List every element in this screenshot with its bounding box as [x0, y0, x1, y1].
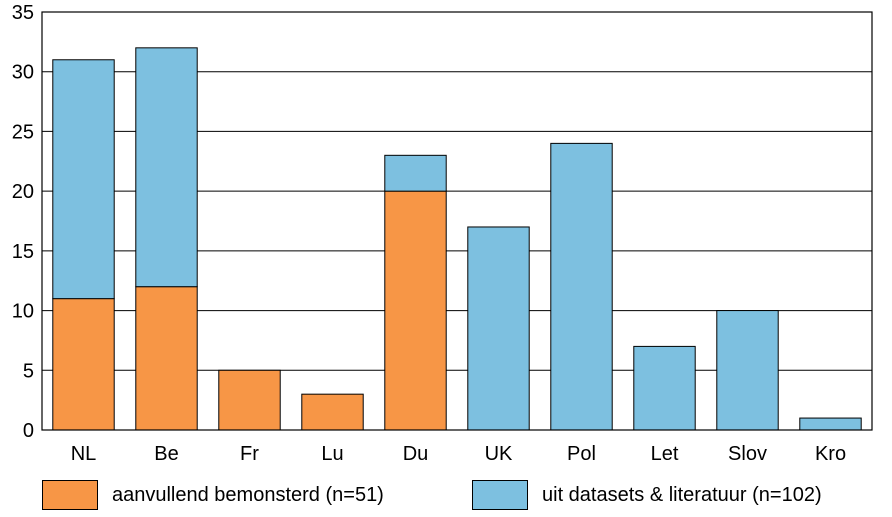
x-tick-label: Du: [403, 443, 429, 465]
y-tick-label: 15: [12, 241, 34, 263]
x-tick-label: Slov: [728, 443, 767, 465]
y-tick-labels: 0 5 10 15 20 25 30 35: [12, 2, 34, 442]
x-tick-label: UK: [485, 443, 513, 465]
x-tick-label: NL: [71, 443, 97, 465]
legend-label-orange: aanvullend bemonsterd (n=51): [112, 483, 384, 506]
bar-segment-du-series-2: [384, 154, 447, 192]
x-tick-label: Be: [154, 443, 178, 465]
y-tick-label: 30: [12, 62, 34, 84]
bar-segment-pol-series-2: [550, 142, 613, 431]
stacked-bar-chart: 0 5 10 15 20 25 30 35 NL Be Fr Lu Du UK Pol Let Slov Kro: [12, 2, 873, 465]
bar-segment-nl-series-1: [52, 298, 115, 431]
y-tick-label: 25: [12, 121, 34, 143]
bar-segment-slov-series-2: [716, 310, 779, 431]
legend-item-blue: uit datasets & literatuur (n=102): [472, 478, 822, 512]
x-tick-label: Let: [651, 443, 679, 465]
bar-segment-let-series-2: [633, 345, 696, 431]
y-tick-label: 5: [23, 360, 34, 382]
y-tick-label: 20: [12, 181, 34, 203]
legend-swatch-orange: [42, 480, 98, 510]
y-tick-label: 10: [12, 301, 34, 323]
y-tick-label: 35: [12, 2, 34, 24]
y-tick-label: 0: [23, 420, 34, 442]
plot-frame: [41, 11, 873, 431]
legend-item-orange: aanvullend bemonsterd (n=51): [42, 478, 384, 512]
legend-swatch-blue: [472, 480, 528, 510]
bar-segment-uk-series-2: [467, 226, 530, 431]
bar-segment-kro-series-2: [799, 417, 862, 431]
bar-segment-fr-series-1: [218, 369, 281, 431]
bar-segment-be-series-2: [135, 47, 198, 288]
bars: [52, 47, 862, 431]
bar-segment-be-series-1: [135, 286, 198, 431]
bar-segment-du-series-1: [384, 190, 447, 431]
x-tick-label: Lu: [321, 443, 343, 465]
legend-label-blue: uit datasets & literatuur (n=102): [542, 483, 822, 506]
x-tick-label: Pol: [567, 443, 596, 465]
x-tick-label: Kro: [815, 443, 846, 465]
x-tick-label: Fr: [240, 443, 259, 465]
x-tick-labels: NL Be Fr Lu Du UK Pol Let Slov Kro: [71, 443, 846, 465]
bar-segment-lu-series-1: [301, 393, 364, 431]
bar-segment-nl-series-2: [52, 59, 115, 300]
